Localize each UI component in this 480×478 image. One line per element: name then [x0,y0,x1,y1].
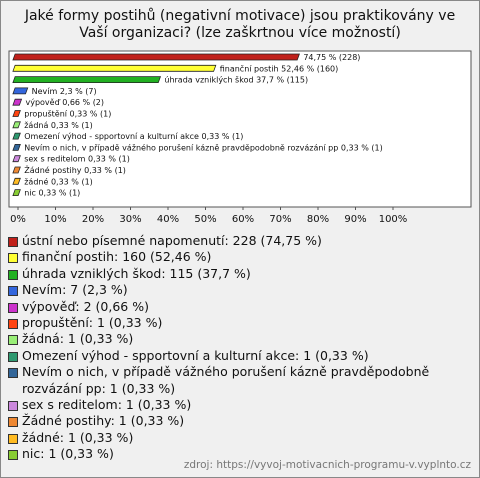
x-tick-label: 90% [344,214,366,225]
bar [12,53,300,61]
legend-swatch [8,253,18,264]
x-tick-label: 70% [269,214,291,225]
value-label: propuštění 0,33 % (1) [24,109,111,119]
bar [12,166,21,174]
legend-label: žádné: 1 (0,33 %) [22,429,134,445]
x-tick-label: 60% [232,214,254,225]
bar [12,64,217,72]
value-label: Nevím 2,3 % (7) [32,87,97,96]
legend-swatch [8,433,18,444]
value-label: výpověď 0,66 % (2) [25,98,104,107]
bar [12,98,23,106]
legend-item: výpověď: 2 (0,66 %) [8,299,470,315]
x-tick-label: 10% [44,214,66,225]
legend-label: ústní nebo písemné napomenutí: 228 (74,7… [22,233,322,248]
bar [12,144,21,151]
legend-swatch [8,401,18,412]
legend-item: propuštění: 1 (0,33 %) [8,315,470,331]
legend-label: výpověď: 2 (0,66 %) [22,298,149,314]
legend-item: Nevím o nich, v případě vážného porušení… [8,364,470,397]
legend-item: finanční postih: 160 (52,46 %) [8,249,470,265]
legend-swatch [8,286,18,297]
legend-swatch [8,302,18,313]
legend-item: Omezení výhod - spportovní a kulturní ak… [8,348,470,364]
legend-label: Žádné postihy: 1 (0,33 %) [22,413,185,429]
legend-label: úhrada vzniklých škod: 115 (37,7 %) [22,265,251,281]
legend-item: sex s reditelom: 1 (0,33 %) [8,397,470,413]
legend-swatch [8,351,18,362]
legend-item: úhrada vzniklých škod: 115 (37,7 %) [8,266,470,282]
legend-item: žádné: 1 (0,33 %) [8,430,470,446]
legend-swatch [8,368,18,379]
chart-title: Jaké formy postihů (negativní motivace) … [24,8,456,41]
x-tick-label: 40% [157,214,179,225]
x-tick-label: 50% [194,214,216,225]
legend-swatch [8,450,18,461]
legend-label: Nevím o nich, v případě vážného porušení… [22,364,430,396]
plot: 0% 10% 20% 30% 40% 50% 60% 70% 80% 90% 100% 74,75 %… [8,50,472,225]
value-label: finanční postih 52,46 % (160) [220,63,339,73]
bar [12,177,21,185]
value-label: Omezení výhod - spportovní a kulturní ak… [24,132,243,141]
x-tick-label: 80% [307,214,329,225]
legend-label: propuštění: 1 (0,33 %) [22,315,163,331]
x-tick-label: 100% [379,214,408,225]
legend: ústní nebo písemné napomenutí: 228 (74,7… [8,233,470,463]
bar [12,155,21,163]
value-label: úhrada vzniklých škod 37,7 % (115) [164,75,308,85]
legend-label: finanční postih: 160 (52,46 %) [22,249,212,265]
bar [12,87,29,95]
legend-swatch [8,269,18,280]
value-label: nic 0,33 % (1) [24,189,80,198]
legend-swatch [8,319,18,330]
legend-swatch [8,417,18,428]
source: zdroj: https://vyvoj-motivacnich-program… [183,459,471,471]
bar [12,110,21,117]
bar [12,121,21,129]
legend-label: nic: 1 (0,33 %) [22,446,114,462]
bar [12,189,21,197]
x-tick-label: 0% [10,214,26,225]
x-tick-label: 30% [119,214,141,225]
legend-label: Omezení výhod - spportovní a kulturní ak… [22,347,369,363]
legend-item: nic: 1 (0,33 %) [8,446,470,462]
value-label: žádná 0,33 % (1) [24,121,93,130]
value-label: Žádné postihy 0,33 % (1) [24,164,126,175]
bar [12,76,162,84]
legend-item: žádná: 1 (0,33 %) [8,331,470,347]
value-label: Nevím o nich, v případě vážného porušení… [24,142,382,152]
value-label: žádné 0,33 % (1) [24,176,93,186]
legend-label: Nevím: 7 (2,3 %) [22,282,128,298]
legend-swatch [8,237,18,247]
legend-label: sex s reditelom: 1 (0,33 %) [22,397,192,413]
legend-item: Nevím: 7 (2,3 %) [8,282,470,298]
x-tick-label: 20% [82,214,104,225]
value-label: 74,75 % (228) [303,53,360,62]
legend-item: ústní nebo písemné napomenutí: 228 (74,7… [8,233,470,249]
legend-label: žádná: 1 (0,33 %) [22,331,134,347]
legend-item: Žádné postihy: 1 (0,33 %) [8,413,470,429]
legend-swatch [8,335,18,346]
bar [12,132,21,140]
value-label: sex s reditelom 0,33 % (1) [24,155,130,164]
